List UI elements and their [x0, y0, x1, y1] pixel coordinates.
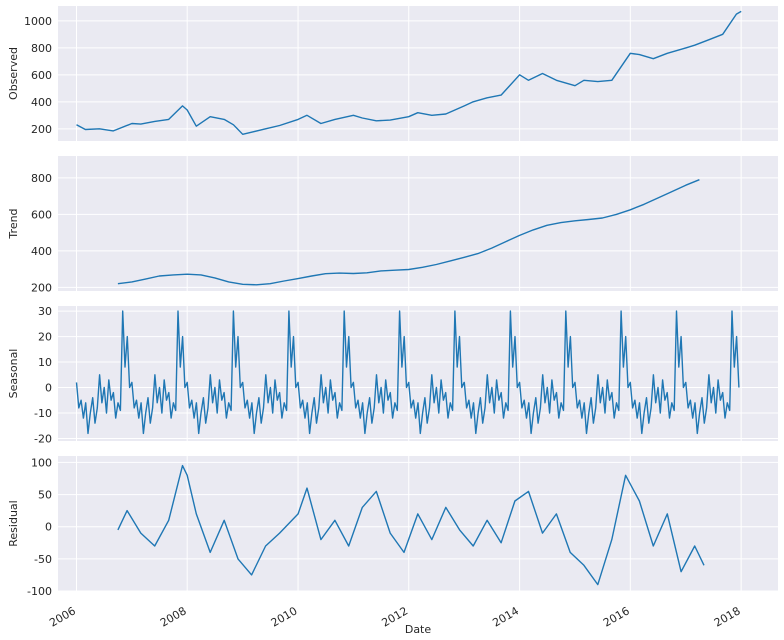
- plot-area: [58, 6, 778, 141]
- y-tick-label: 0: [45, 382, 52, 395]
- panel-trend: 200 400 600 800 Trend: [7, 156, 778, 294]
- y-tick-label: 800: [31, 42, 52, 55]
- y-tick-label: 50: [38, 489, 52, 502]
- x-axis-label: Date: [405, 623, 432, 636]
- y-tick-label: -20: [34, 432, 52, 445]
- y-tick-label: -50: [34, 553, 52, 566]
- y-tick-label: 600: [31, 69, 52, 82]
- y-tick-label: 0: [45, 521, 52, 534]
- y-tick-label: 1000: [24, 15, 52, 28]
- y-axis-label: Residual: [7, 500, 20, 546]
- y-tick-label: -10: [34, 407, 52, 420]
- plot-area: [58, 456, 778, 591]
- panel-seasonal: -20 -10 0 10 20 30 Seasonal: [7, 305, 778, 445]
- x-tick-label: 2014: [490, 604, 521, 629]
- plot-area: [58, 306, 778, 441]
- y-tick-label: 600: [31, 208, 52, 221]
- plot-area: [58, 156, 778, 291]
- y-tick-label: 800: [31, 172, 52, 185]
- y-tick-label: 200: [31, 281, 52, 294]
- y-tick-label: 200: [31, 123, 52, 136]
- panel-observed: 200 400 600 800 1000 Observed: [7, 6, 778, 141]
- y-tick-label: 10: [38, 356, 52, 369]
- series-line-residual: [117, 464, 705, 586]
- series-line-seasonal: [75, 310, 740, 435]
- y-axis-label: Trend: [7, 208, 20, 239]
- x-tick-label: 2008: [158, 604, 189, 629]
- series-line-observed: [76, 10, 742, 135]
- panel-residual: -100 -50 0 50 100 Residual: [7, 456, 778, 598]
- y-tick-label: -100: [27, 585, 52, 598]
- x-tick-label: 2010: [269, 604, 300, 629]
- x-tick-label: 2016: [601, 604, 632, 629]
- y-tick-label: 400: [31, 96, 52, 109]
- x-tick-label: 2018: [712, 604, 743, 629]
- y-tick-label: 400: [31, 245, 52, 258]
- series-line-trend: [117, 179, 700, 286]
- y-tick-label: 20: [38, 331, 52, 344]
- y-tick-label: 30: [38, 305, 52, 318]
- y-axis-label: Observed: [7, 47, 20, 100]
- y-tick-label: 100: [31, 456, 52, 469]
- x-tick-label: 2006: [47, 604, 78, 629]
- y-axis-label: Seasonal: [7, 349, 20, 399]
